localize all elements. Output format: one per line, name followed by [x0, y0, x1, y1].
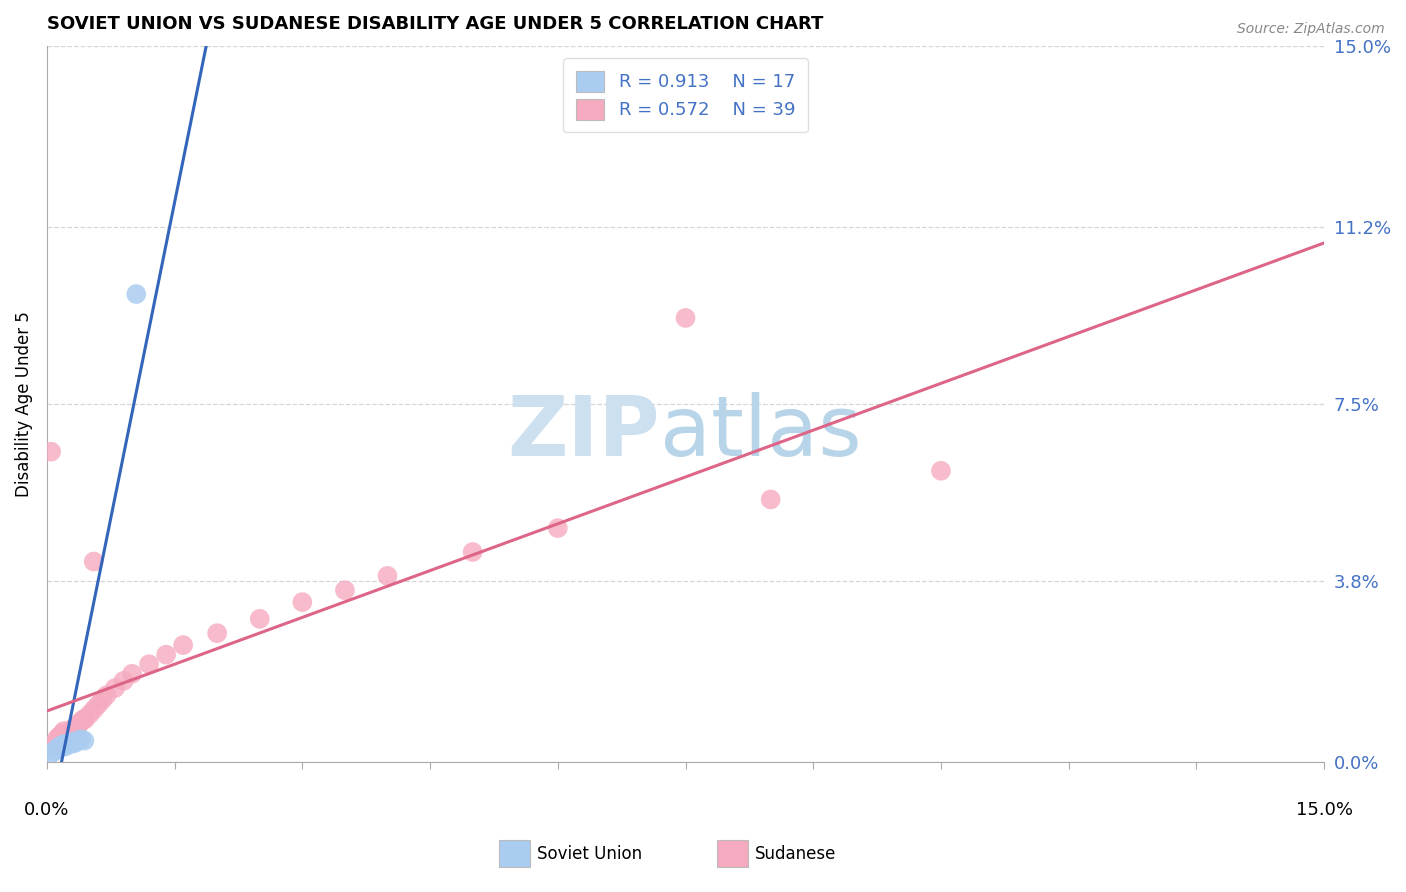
Point: [44, 743, 66, 757]
Point: [83, 703, 105, 717]
Point: [377, 569, 399, 583]
Point: [87, 698, 110, 712]
Point: [59, 737, 82, 751]
Point: [83, 555, 105, 569]
Point: [91, 693, 114, 707]
Point: [125, 287, 148, 301]
Point: [75, 712, 97, 726]
Point: [121, 666, 143, 681]
Point: [56, 736, 79, 750]
Point: [291, 595, 314, 609]
Point: [48, 739, 70, 754]
Y-axis label: Disability Age Under 5: Disability Age Under 5: [15, 311, 32, 497]
Point: [48, 729, 70, 743]
Text: ZIP: ZIP: [508, 392, 659, 473]
Point: [52, 724, 75, 739]
Point: [39, 747, 62, 761]
Point: [62, 722, 84, 736]
Point: [67, 717, 90, 731]
Point: [39, 444, 62, 458]
Text: SOVIET UNION VS SUDANESE DISABILITY AGE UNDER 5 CORRELATION CHART: SOVIET UNION VS SUDANESE DISABILITY AGE …: [46, 15, 824, 33]
Point: [44, 736, 66, 750]
Point: [155, 648, 177, 662]
Point: [59, 724, 82, 739]
Point: [46, 741, 69, 756]
Point: [72, 712, 94, 726]
Point: [70, 732, 93, 747]
Text: Soviet Union: Soviet Union: [537, 845, 643, 863]
Point: [73, 733, 96, 747]
Point: [51, 739, 73, 753]
Point: [42, 745, 65, 759]
Point: [55, 739, 77, 754]
Point: [138, 657, 160, 672]
Legend: R = 0.913    N = 17, R = 0.572    N = 39: R = 0.913 N = 17, R = 0.572 N = 39: [562, 58, 808, 133]
Point: [333, 583, 356, 598]
Point: [56, 726, 79, 740]
Point: [52, 737, 75, 751]
Point: [461, 545, 484, 559]
Point: [63, 736, 86, 750]
Point: [49, 740, 72, 755]
Point: [62, 735, 84, 749]
Point: [55, 729, 77, 743]
Point: [249, 612, 271, 626]
Point: [51, 726, 73, 740]
Point: [104, 681, 127, 695]
Point: [112, 673, 135, 688]
Point: [205, 626, 228, 640]
Point: [42, 740, 65, 755]
Point: [96, 688, 118, 702]
Point: [547, 521, 569, 535]
Text: 0.0%: 0.0%: [24, 801, 69, 819]
Point: [70, 714, 93, 729]
Point: [63, 724, 86, 739]
Point: [79, 707, 101, 722]
Point: [66, 733, 89, 747]
Point: [675, 310, 697, 325]
Text: atlas: atlas: [659, 392, 862, 473]
Text: Source: ZipAtlas.com: Source: ZipAtlas.com: [1237, 22, 1385, 37]
Point: [759, 492, 782, 507]
Point: [929, 464, 952, 478]
Point: [46, 731, 69, 746]
Text: 15.0%: 15.0%: [1296, 801, 1353, 819]
Text: Sudanese: Sudanese: [755, 845, 837, 863]
Point: [172, 638, 194, 652]
Point: [66, 719, 89, 733]
